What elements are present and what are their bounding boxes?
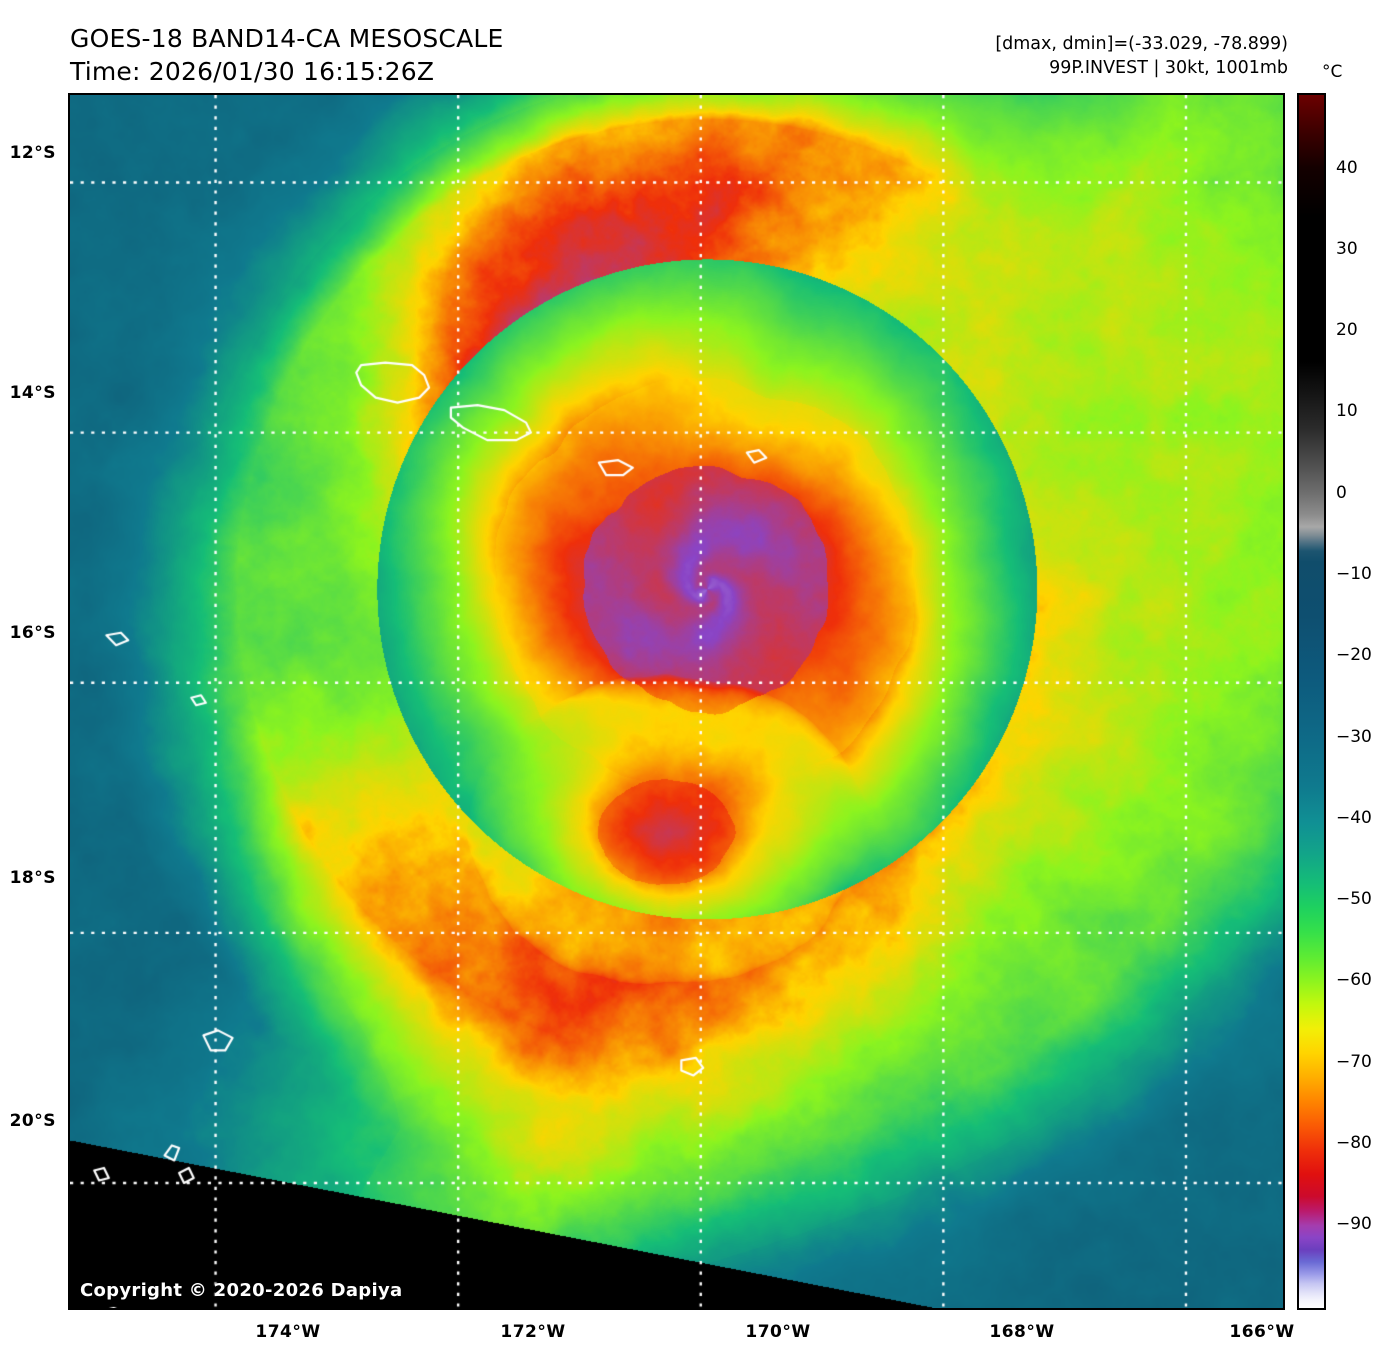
lon-label-168w: 168°W <box>989 1322 1055 1342</box>
lat-label-12s: 12°S <box>9 143 56 163</box>
storm-info-annotation: 99P.INVEST | 30kt, 1001mb <box>1049 58 1288 78</box>
lon-label-174w: 174°W <box>255 1322 321 1342</box>
colorbar-gradient <box>1299 95 1324 1308</box>
lon-label-166w: 166°W <box>1229 1322 1295 1342</box>
lon-label-172w: 172°W <box>500 1322 566 1342</box>
lat-label-18s: 18°S <box>9 868 56 888</box>
colorbar-tick-30: 30 <box>1336 239 1358 259</box>
infrared-brightness-temperature-raster <box>70 95 1283 1308</box>
copyright-notice: Copyright © 2020-2026 Dapiya <box>80 1280 403 1301</box>
colorbar-tick--50: −50 <box>1336 889 1372 909</box>
colorbar-tick--70: −70 <box>1336 1052 1372 1072</box>
annotation-block: [dmax, dmin]=(-33.029, -78.899) 99P.INVE… <box>995 32 1288 80</box>
colorbar-tick--80: −80 <box>1336 1133 1372 1153</box>
colorbar-tick--40: −40 <box>1336 808 1372 828</box>
title-line-time: Time: 2026/01/30 16:15:26Z <box>70 57 435 86</box>
colorbar-tick-10: 10 <box>1336 401 1358 421</box>
dmax-dmin-annotation: [dmax, dmin]=(-33.029, -78.899) <box>995 34 1288 54</box>
colorbar-tick--30: −30 <box>1336 727 1372 747</box>
colorbar-tick-40: 40 <box>1336 158 1358 178</box>
colorbar <box>1297 93 1326 1310</box>
colorbar-tick-20: 20 <box>1336 320 1358 340</box>
lon-label-170w: 170°W <box>745 1322 811 1342</box>
lat-label-20s: 20°S <box>9 1111 56 1131</box>
colorbar-tick--90: −90 <box>1336 1214 1372 1234</box>
satellite-image-plot[interactable] <box>68 93 1285 1310</box>
colorbar-tick--20: −20 <box>1336 645 1372 665</box>
title-line-product: GOES-18 BAND14-CA MESOSCALE <box>70 24 504 53</box>
colorbar-tick--60: −60 <box>1336 970 1372 990</box>
colorbar-unit-label: °C <box>1322 62 1343 82</box>
lat-label-16s: 16°S <box>9 623 56 643</box>
colorbar-tick--10: −10 <box>1336 564 1372 584</box>
lat-label-14s: 14°S <box>9 383 56 403</box>
colorbar-tick-0: 0 <box>1336 483 1347 503</box>
page-title: GOES-18 BAND14-CA MESOSCALE Time: 2026/0… <box>70 22 770 88</box>
